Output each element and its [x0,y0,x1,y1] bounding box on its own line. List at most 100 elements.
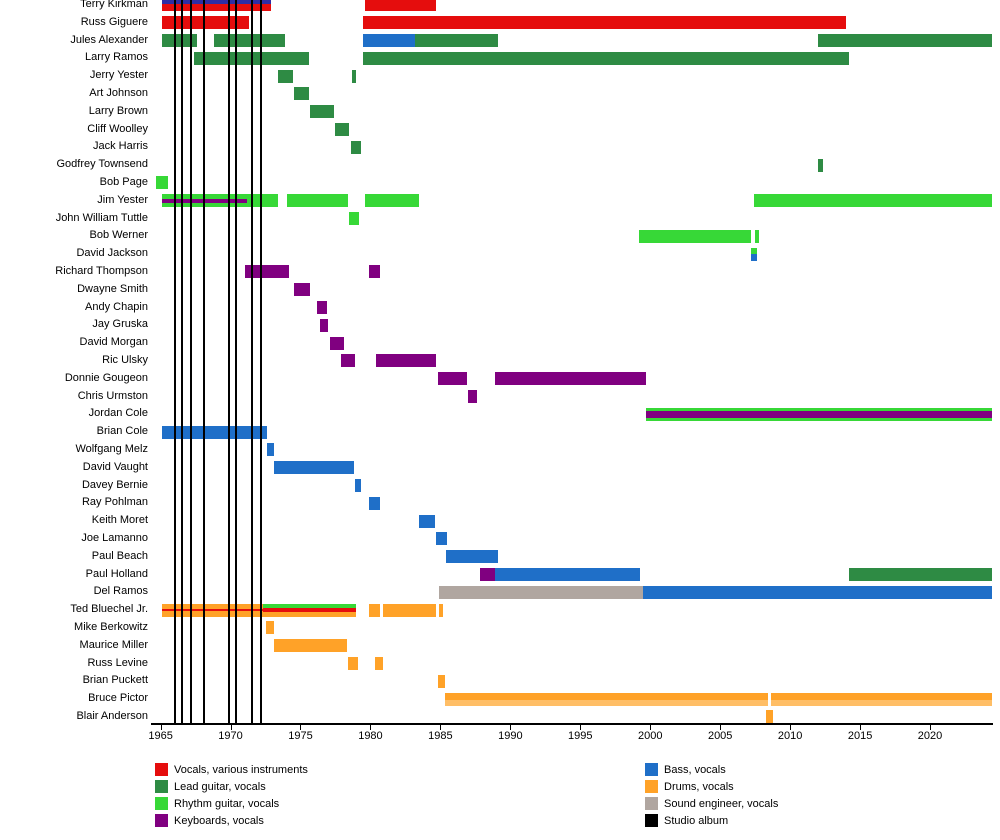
tenure-bar [374,657,384,670]
tenure-bar [247,194,279,208]
tenure-bar [363,16,847,30]
tenure-bar [351,69,356,83]
axis-tick [650,725,652,730]
role-stripe [161,603,263,610]
studio-album-line [260,0,263,723]
tenure-bar [438,585,644,599]
axis-tick [440,725,442,730]
tenure-bar [293,283,311,297]
axis-tick [510,725,512,730]
tenure-bar [437,372,467,386]
tenure-bar [293,87,309,101]
member-label: David Morgan [79,336,148,349]
member-label: Larry Ramos [85,51,148,64]
studio-album-line [190,0,193,723]
tenure-bar [286,194,349,208]
tenure-bar [273,461,354,475]
member-label: Godfrey Townsend [56,158,148,171]
tenure-bar [329,336,344,350]
member-label: Jerry Yester [89,69,148,82]
member-label: Terry Kirkman [80,0,148,10]
tenure-bar [273,639,347,653]
legend-item: Rhythm guitar, vocals [155,795,308,812]
tenure-bar [310,105,335,119]
member-label: David Jackson [76,247,148,260]
member-label: Chris Urmston [77,389,148,402]
axis-tick-label: 1990 [498,730,523,742]
role-stripe [770,692,992,700]
tenure-bar [161,0,272,12]
studio-album-line [202,0,205,723]
axis-tick-label: 1965 [148,730,173,742]
legend-item: Studio album [645,812,778,829]
tenure-bar [415,34,498,47]
legend-swatch [645,763,658,776]
member-label: John William Tuttle [55,211,148,224]
tenure-bar [494,372,647,386]
axis-tick [790,725,792,730]
member-label: Davey Bernie [81,478,148,491]
legend-swatch [155,763,168,776]
axis-tick-label: 2000 [637,730,663,742]
tenure-bar [266,443,274,457]
legend-label: Lead guitar, vocals [174,780,266,793]
legend-swatch [155,814,168,827]
member-label: Bruce Pictor [88,692,148,705]
tenure-bar [750,247,757,261]
axis-tick [230,725,232,730]
axis-tick [300,725,302,730]
tenure-bar [818,158,824,172]
legend-column-left: Vocals, various instruments Lead guitar, … [155,761,308,829]
tenure-bar [161,34,197,47]
tenure-bar [646,407,992,421]
axis-tick [370,725,372,730]
legend-swatch [645,797,658,810]
tenure-bar [383,603,437,617]
member-label: Russ Giguere [80,15,148,28]
tenure-bar [213,34,286,47]
axis-tick-label: 2005 [707,730,733,742]
tenure-bar [156,176,168,190]
tenure-bar [244,265,290,279]
member-label: Jules Alexander [70,33,148,46]
member-label: Andy Chapin [85,300,148,313]
member-label: Jordan Cole [88,407,148,420]
tenure-bar [364,0,437,12]
tenure-bar [350,140,361,154]
role-stripe [444,699,769,706]
tenure-bar [265,621,274,635]
tenure-bar [262,603,357,617]
tenure-bar [364,194,420,208]
tenure-bar [161,425,267,439]
tenure-bar [468,390,477,403]
role-stripe [646,407,992,412]
tenure-bar [348,657,358,670]
axis-tick [860,725,862,730]
legend-swatch [645,814,658,827]
member-label: Russ Levine [87,656,148,669]
role-stripe [161,611,263,617]
member-label: Ted Bluechel Jr. [70,603,148,616]
member-label: Jim Yester [97,193,148,206]
tenure-bar [278,69,294,83]
tenure-bar [755,229,760,243]
legend-swatch [155,780,168,793]
tenure-bar [438,603,444,617]
tenure-bar [363,34,416,47]
member-label: Ray Pohlman [81,496,148,509]
legend-item: Sound engineer, vocals [645,795,778,812]
x-axis-line [151,723,993,725]
legend-label: Bass, vocals [664,763,726,776]
tenure-bar [161,603,263,617]
tenure-bar [753,194,992,208]
axis-tick-label: 2010 [777,730,803,742]
legend-label: Sound engineer, vocals [664,797,779,810]
axis-tick [930,725,932,730]
member-label: Cliff Woolley [87,122,148,135]
role-stripe [262,612,357,617]
role-stripe [646,417,992,421]
legend-column-right: Bass, vocals Drums, vocals Sound engineer,… [645,761,778,829]
member-label: Brian Cole [96,425,148,438]
member-label: Jack Harris [92,140,148,153]
